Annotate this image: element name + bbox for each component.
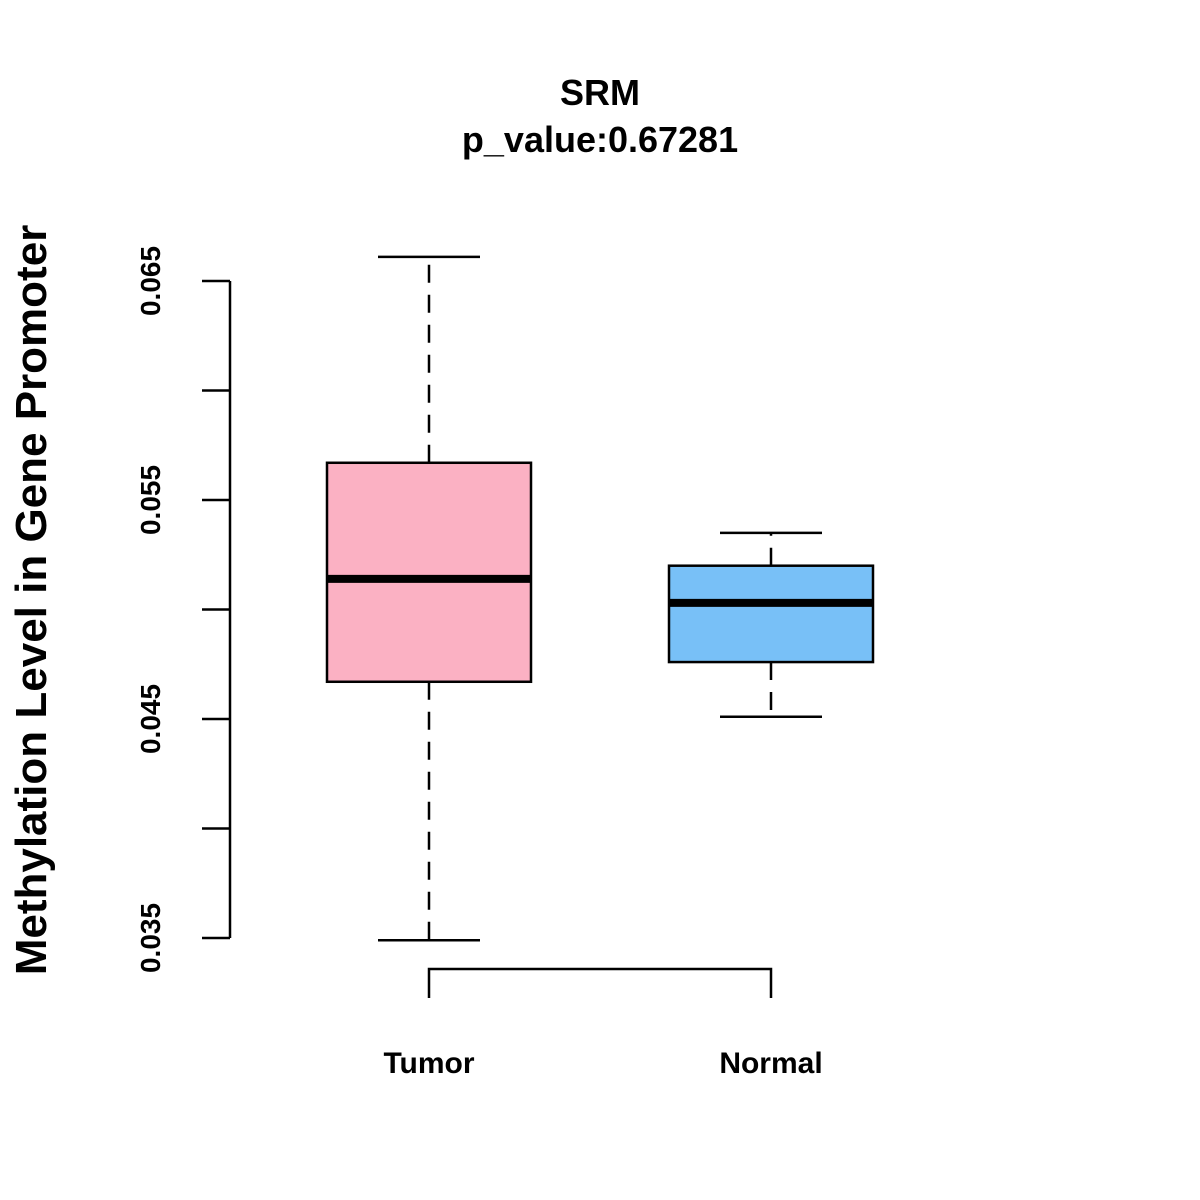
chart-subtitle: p_value:0.67281 xyxy=(462,119,738,160)
iqr-box xyxy=(667,564,875,664)
category-label-tumor: Tumor xyxy=(383,1047,474,1080)
iqr-box xyxy=(325,461,533,684)
box-tumor xyxy=(325,255,533,942)
category-labels: Tumor Normal xyxy=(383,1047,822,1080)
y-tick-label: 0.055 xyxy=(135,465,166,535)
y-axis-label: Methylation Level in Gene Promoter xyxy=(7,225,56,976)
bracket-line xyxy=(427,967,773,998)
significance-bracket xyxy=(427,967,773,998)
chart-title: SRM xyxy=(560,72,640,113)
box-normal xyxy=(667,531,875,719)
boxes-layer xyxy=(325,255,875,942)
y-tick-label: 0.065 xyxy=(135,246,166,316)
category-label-normal: Normal xyxy=(719,1047,822,1080)
y-axis: 0.035 0.045 0.055 0.065 xyxy=(135,246,232,973)
y-tick-label: 0.035 xyxy=(135,903,166,973)
y-tick-label: 0.045 xyxy=(135,684,166,754)
